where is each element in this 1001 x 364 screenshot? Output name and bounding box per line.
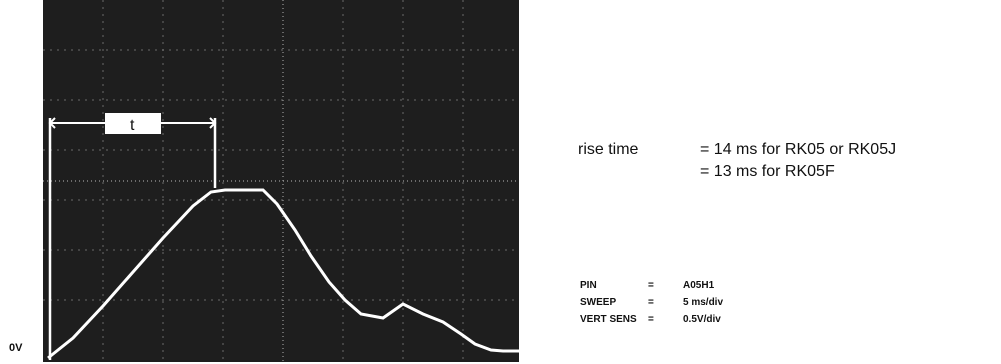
param-key: PIN [580, 280, 597, 291]
param-equals: = [648, 297, 654, 308]
oscilloscope-screen: t [43, 0, 519, 362]
graticule [43, 0, 519, 362]
param-value: 5 ms/div [683, 297, 724, 308]
param-equals: = [648, 314, 654, 325]
time-marker-label: t [130, 117, 135, 134]
oscilloscope-trace-plot: t [43, 0, 519, 362]
rise-time-value-rk05f: = 13 ms for RK05F [700, 163, 835, 180]
param-row-pin: PIN = A05H1 [580, 280, 840, 294]
param-key: VERT SENS [580, 314, 637, 325]
waveform-trace [47, 188, 519, 360]
rise-time-label: rise time [578, 141, 639, 158]
param-row-vert-sens: VERT SENS = 0.5V/div [580, 314, 840, 328]
param-value: A05H1 [683, 280, 715, 291]
param-key: SWEEP [580, 297, 617, 308]
param-value: 0.5V/div [683, 314, 721, 325]
center-axes [43, 0, 519, 362]
time-interval-marker [48, 117, 217, 129]
param-row-sweep: SWEEP = 5 ms/div [580, 297, 840, 311]
param-equals: = [648, 280, 654, 291]
time-marker-box [105, 113, 161, 134]
rise-time-value-rk05: = 14 ms for RK05 or RK05J [700, 141, 897, 158]
zero-volt-label: 0V [9, 342, 23, 354]
